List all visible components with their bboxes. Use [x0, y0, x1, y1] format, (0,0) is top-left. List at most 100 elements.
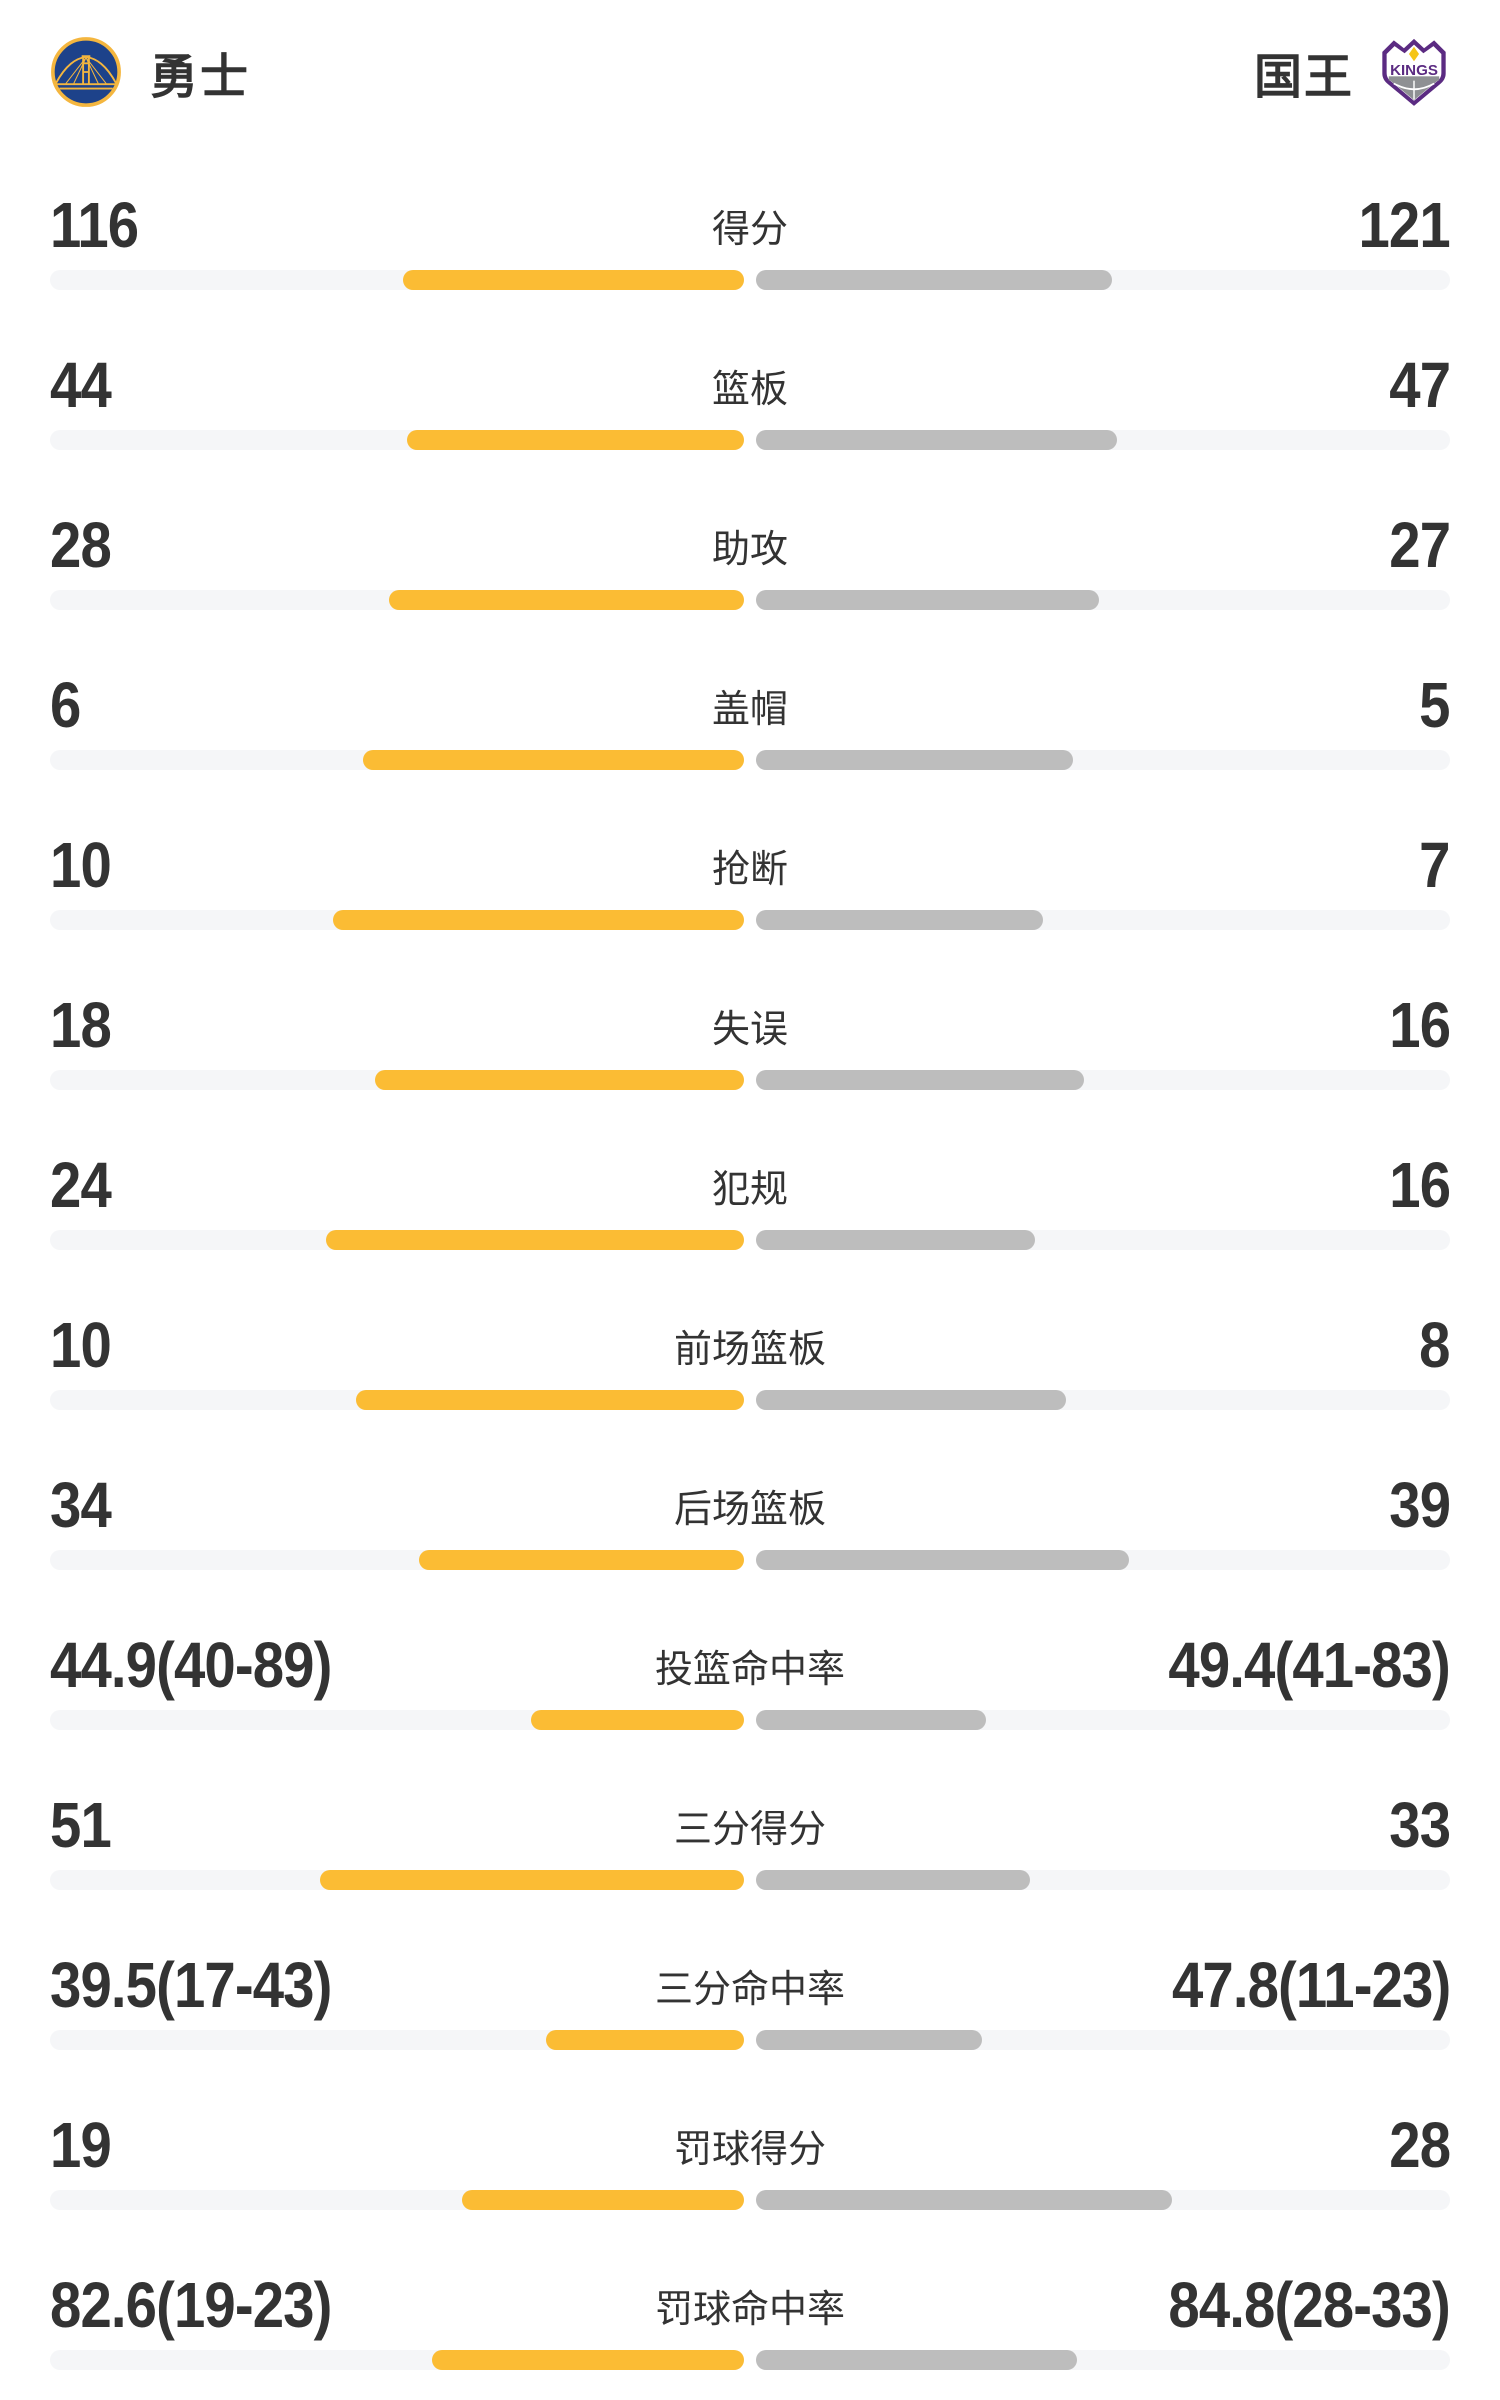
away-stat-value: 5	[1419, 669, 1451, 741]
away-bar-fill	[756, 2190, 1172, 2210]
stat-text-line: 51 三分得分 33	[50, 1789, 1451, 1861]
away-stat-value: 8	[1419, 1309, 1451, 1381]
home-stat-value: 24	[50, 1149, 112, 1221]
stat-row: 116 得分 121	[50, 189, 1451, 290]
home-bar-fill	[319, 1870, 744, 1890]
away-bar-half	[756, 750, 1450, 770]
away-bar-half	[756, 430, 1450, 450]
stat-label: 投篮命中率	[654, 1648, 846, 1691]
home-stat-value: 10	[50, 829, 112, 901]
home-bar-half	[50, 2190, 744, 2210]
home-bar-fill	[545, 2030, 744, 2050]
away-stat-value: 49.4(41-83)	[1168, 1629, 1451, 1701]
stat-row: 44 篮板 47	[50, 349, 1451, 450]
stat-row: 82.6(19-23) 罚球命中率 84.8(28-33)	[50, 2269, 1451, 2370]
stat-text-line: 44.9(40-89) 投篮命中率 49.4(41-83)	[50, 1629, 1451, 1701]
home-stat-value: 18	[50, 989, 112, 1061]
home-bar-half	[50, 2350, 744, 2370]
stat-bar-line	[50, 2350, 1450, 2370]
home-bar-fill	[462, 2190, 744, 2210]
home-bar-half	[50, 270, 744, 290]
away-bar-fill	[756, 1070, 1085, 1090]
away-bar-fill	[756, 1710, 987, 1730]
home-team-name: 勇士	[150, 51, 251, 104]
stat-text-line: 28 助攻 27	[50, 509, 1451, 581]
away-bar-fill	[756, 2350, 1077, 2370]
stat-bar-line	[50, 750, 1450, 770]
home-stat-value: 44	[50, 349, 112, 421]
away-team: 国王 KINGS	[1254, 36, 1450, 108]
away-bar-half	[756, 2190, 1450, 2210]
stat-text-line: 10 抢断 7	[50, 829, 1451, 901]
home-bar-half	[50, 2030, 744, 2050]
home-team: 勇士	[50, 36, 250, 108]
home-bar-half	[50, 1390, 744, 1410]
away-bar-fill	[756, 1870, 1031, 1890]
home-stat-value: 82.6(19-23)	[50, 2269, 332, 2341]
away-stat-value: 16	[1389, 1149, 1451, 1221]
home-bar-fill	[402, 270, 744, 290]
away-bar-half	[756, 1550, 1450, 1570]
home-bar-half	[50, 590, 744, 610]
home-stat-value: 6	[50, 669, 81, 741]
stat-label: 罚球命中率	[654, 2288, 846, 2331]
home-bar-fill	[530, 1710, 744, 1730]
away-stat-value: 33	[1389, 1789, 1451, 1861]
away-stat-value: 47.8(11-23)	[1171, 1949, 1451, 2021]
home-bar-half	[50, 430, 744, 450]
stat-label: 盖帽	[711, 688, 789, 731]
home-bar-fill	[432, 2350, 744, 2370]
kings-logo-text: KINGS	[1390, 62, 1438, 79]
away-bar-half	[756, 1390, 1450, 1410]
stat-row: 24 犯规 16	[50, 1149, 1451, 1250]
away-stat-value: 27	[1389, 509, 1451, 581]
stat-bar-line	[50, 430, 1450, 450]
home-bar-half	[50, 910, 744, 930]
away-bar-half	[756, 2350, 1450, 2370]
stat-label: 后场篮板	[673, 1488, 827, 1531]
away-bar-half	[756, 2030, 1450, 2050]
home-bar-half	[50, 1550, 744, 1570]
stat-text-line: 82.6(19-23) 罚球命中率 84.8(28-33)	[50, 2269, 1451, 2341]
warriors-logo-icon	[51, 37, 121, 107]
stat-label: 得分	[711, 208, 789, 251]
home-stat-value: 19	[50, 2109, 112, 2181]
away-bar-half	[756, 270, 1450, 290]
stat-bar-line	[50, 2190, 1450, 2210]
home-stat-value: 116	[50, 189, 139, 261]
away-bar-fill	[756, 1230, 1035, 1250]
away-bar-half	[756, 590, 1450, 610]
stat-bar-line	[50, 1870, 1450, 1890]
stat-row: 18 失误 16	[50, 989, 1451, 1090]
away-team-name: 国王	[1253, 51, 1354, 104]
stat-bar-line	[50, 1390, 1450, 1410]
stat-row: 39.5(17-43) 三分命中率 47.8(11-23)	[50, 1949, 1451, 2050]
away-stat-value: 28	[1389, 2109, 1451, 2181]
stat-row: 28 助攻 27	[50, 509, 1451, 610]
away-bar-half	[756, 910, 1450, 930]
away-bar-fill	[756, 1390, 1067, 1410]
home-stat-value: 39.5(17-43)	[50, 1949, 332, 2021]
stat-text-line: 19 罚球得分 28	[50, 2109, 1451, 2181]
away-stat-value: 39	[1389, 1469, 1451, 1541]
stat-label: 抢断	[711, 848, 789, 891]
home-bar-half	[50, 1870, 744, 1890]
away-bar-fill	[756, 750, 1074, 770]
away-bar-fill	[756, 910, 1044, 930]
away-bar-half	[756, 1870, 1450, 1890]
home-bar-fill	[333, 910, 744, 930]
stat-bar-line	[50, 910, 1450, 930]
stat-bar-line	[50, 1070, 1450, 1090]
home-stat-value: 10	[50, 1309, 112, 1381]
home-bar-fill	[374, 1070, 744, 1090]
home-bar-half	[50, 750, 744, 770]
stat-label: 罚球得分	[673, 2128, 827, 2171]
stat-label: 犯规	[711, 1168, 789, 1211]
header: 勇士 国王 KINGS	[50, 0, 1450, 110]
away-bar-half	[756, 1230, 1450, 1250]
home-bar-fill	[363, 750, 744, 770]
away-stat-value: 84.8(28-33)	[1168, 2269, 1451, 2341]
kings-logo-icon: KINGS	[1382, 38, 1446, 106]
home-bar-half	[50, 1710, 744, 1730]
